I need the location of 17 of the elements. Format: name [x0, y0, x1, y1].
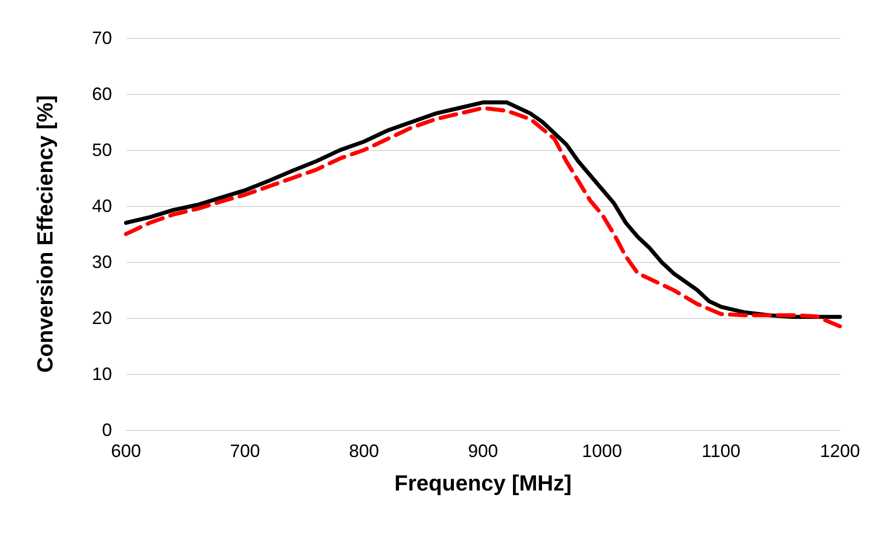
x-tick-label: 600: [110, 441, 142, 461]
y-tick-label: 70: [92, 28, 112, 48]
x-axis-title: Frequency [MHz]: [394, 470, 572, 496]
x-tick-label: 1000: [582, 441, 622, 461]
y-tick-label: 40: [92, 196, 112, 216]
y-tick-label: 30: [92, 252, 112, 272]
x-tick-label: 1100: [702, 441, 740, 461]
y-axis-title: Conversion Effeciency [%]: [32, 95, 58, 373]
x-tick-label: 800: [348, 441, 380, 461]
y-tick-label: 10: [92, 364, 112, 384]
y-tick-label: 0: [102, 420, 112, 440]
y-tick-label: 20: [92, 308, 112, 328]
x-tick-label: 1200: [820, 441, 860, 461]
y-tick-label: 50: [92, 140, 112, 160]
y-tick-label: 60: [92, 84, 112, 104]
x-tick-label: 700: [230, 441, 260, 461]
x-tick-label: 900: [468, 441, 498, 461]
